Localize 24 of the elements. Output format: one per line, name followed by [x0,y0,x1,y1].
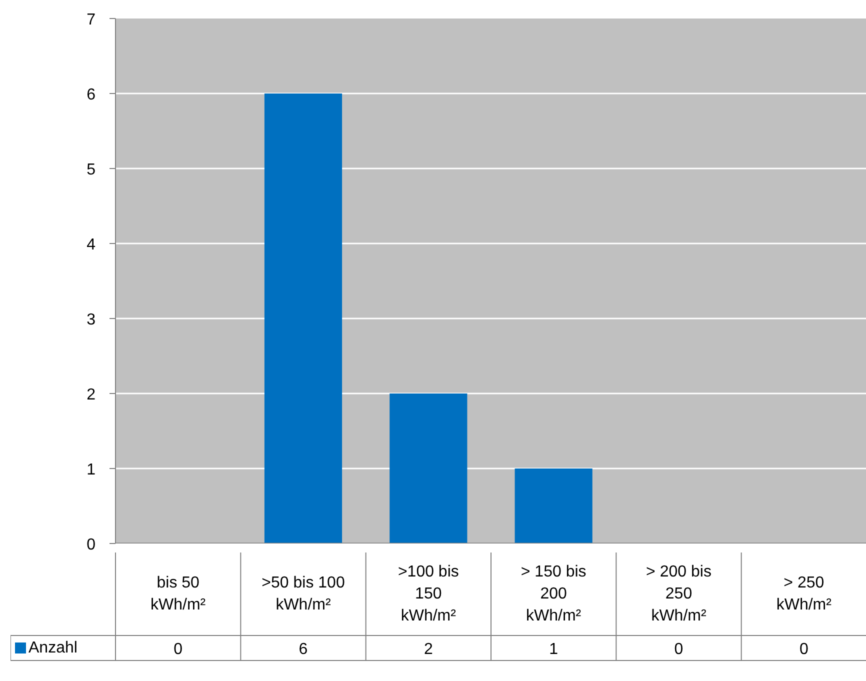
bar [264,94,342,544]
x-tick-label: bis 50 kWh/m² [150,574,206,614]
y-tick-label: 6 [86,86,96,104]
bar [390,394,468,544]
data-label: 6 [298,641,308,658]
y-tick-label: 4 [86,236,96,254]
data-label: 0 [174,641,183,658]
y-tick-label: 0 [86,536,96,554]
x-tick-label: > 200 bis 250 kWh/m² [646,563,712,625]
x-tick-label: >100 bis 150 kWh/m² [398,563,459,625]
y-tick-label: 3 [86,312,96,328]
data-label: 0 [799,641,808,658]
data-label: 1 [549,641,558,658]
data-label: 0 [674,641,684,658]
legend-label: Anzahl [28,640,78,656]
x-tick-label: >50 bis 100 kWh/m² [262,574,345,614]
x-tick-label: > 150 bis 200 kWh/m² [520,563,586,625]
data-label: 2 [424,641,433,658]
bar [514,468,592,544]
y-tick-label: 2 [86,386,96,404]
y-tick-label: 7 [86,12,96,28]
x-tick-label: > 250 kWh/m² [776,574,832,614]
y-tick-label: 5 [86,162,96,178]
y-tick-label: 1 [86,462,96,478]
